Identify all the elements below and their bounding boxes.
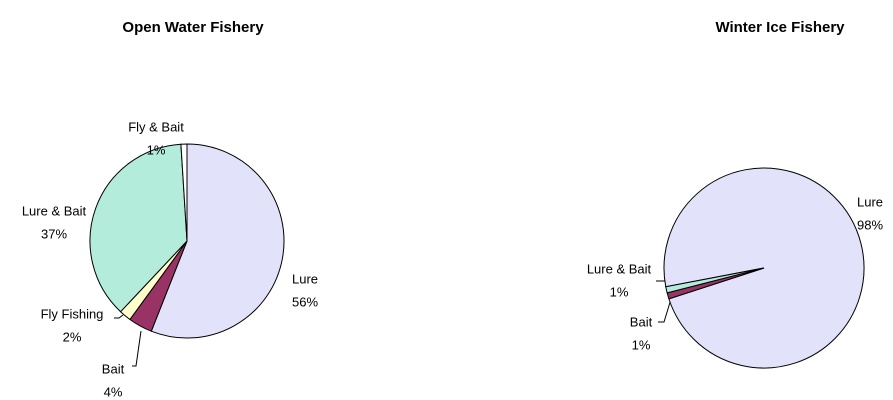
slice-label: Bait [630, 314, 653, 329]
slice-value-label: 1% [632, 337, 651, 352]
slice-value-label: 37% [41, 226, 67, 241]
slice-value-label: 56% [292, 294, 318, 309]
slice-label: Lure & Bait [587, 261, 652, 276]
slice-value-label: 98% [857, 217, 883, 232]
slice-value-label: 1% [610, 284, 629, 299]
slice-label: Lure [292, 271, 318, 286]
slice-value-label: 4% [104, 384, 123, 399]
slice-label: Lure [857, 194, 883, 209]
slice-label: Fly Fishing [41, 306, 104, 321]
leader-line [114, 314, 124, 319]
pie-slice [180, 143, 188, 242]
slice-value-label: 1% [147, 142, 166, 157]
chart-title: Open Water Fishery [122, 19, 264, 36]
slice-label: Fly & Bait [128, 119, 184, 134]
slice-value-label: 2% [63, 329, 82, 344]
pie-slice [89, 143, 188, 313]
slice-label: Bait [102, 361, 125, 376]
slice-label: Lure & Bait [22, 203, 87, 218]
leader-line [132, 330, 142, 367]
chart-title: Winter Ice Fishery [715, 19, 845, 36]
pie-slice [665, 267, 765, 294]
pie-slice [150, 143, 285, 339]
